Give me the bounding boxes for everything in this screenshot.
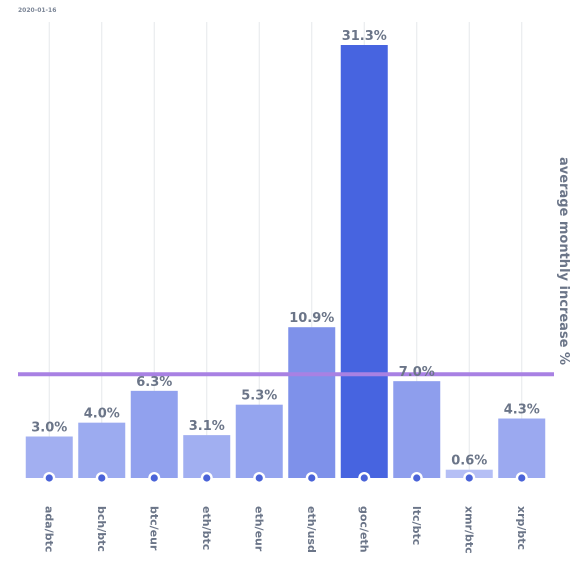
value-label-ada-btc: 3.0% bbox=[31, 420, 67, 435]
marker-dot-ada-btc bbox=[45, 474, 53, 482]
date-label: 2020-01-16 bbox=[18, 7, 57, 14]
value-label-xrp-btc: 4.3% bbox=[504, 403, 540, 418]
marker-dot-xrp-btc bbox=[518, 474, 526, 482]
marker-dot-eth-usd bbox=[308, 474, 316, 482]
value-label-eth-btc: 3.1% bbox=[189, 419, 225, 434]
value-label-ltc-btc: 7.0% bbox=[399, 365, 435, 380]
bar-eth-btc bbox=[183, 435, 231, 478]
y-axis-label: average monthly increase % bbox=[556, 157, 571, 365]
bar-ltc-btc bbox=[393, 381, 441, 478]
marker-dot-xmr-btc bbox=[465, 474, 473, 482]
marker-dot-eth-btc bbox=[203, 474, 211, 482]
bar-markers bbox=[43, 472, 528, 484]
x-tick-labels: ada/btc bch/btc btc/eur eth/btc eth/eur eth/u… bbox=[42, 506, 528, 554]
tick-label-eth-eur: eth/eur bbox=[252, 506, 265, 552]
value-label-xmr-btc: 0.6% bbox=[451, 454, 487, 469]
marker-dot-ltc-btc bbox=[413, 474, 421, 482]
tick-label-btc-eur: btc/eur bbox=[147, 506, 160, 551]
bar-eth-usd bbox=[288, 327, 336, 478]
bar-bch-btc bbox=[78, 422, 126, 478]
marker-dot-bch-btc bbox=[98, 474, 106, 482]
value-label-btc-eur: 6.3% bbox=[136, 375, 172, 390]
tick-label-xmr-btc: xmr/btc bbox=[462, 506, 475, 554]
marker-dot-btc-eur bbox=[150, 474, 158, 482]
tick-label-goc-eth: goc/eth bbox=[357, 506, 370, 553]
bar-ada-btc bbox=[25, 436, 73, 478]
bar-btc-eur bbox=[130, 390, 178, 478]
grid-lines bbox=[48, 22, 523, 478]
tick-label-eth-btc: eth/btc bbox=[200, 506, 213, 550]
value-label-eth-eur: 5.3% bbox=[241, 389, 277, 404]
bar-xrp-btc bbox=[498, 418, 546, 478]
tick-label-ltc-btc: ltc/btc bbox=[410, 506, 423, 545]
tick-label-xrp-btc: xrp/btc bbox=[515, 506, 528, 550]
bars bbox=[25, 45, 546, 478]
value-label-goc-eth: 31.3% bbox=[342, 29, 387, 44]
marker-dot-goc-eth bbox=[360, 474, 368, 482]
marker-dot-eth-eur bbox=[255, 474, 263, 482]
tick-label-ada-btc: ada/btc bbox=[42, 506, 55, 552]
value-labels: 3.0% 4.0% 6.3% 3.1% 5.3% 10.9% 31.3% 7.0% 0.6% 4.… bbox=[31, 29, 540, 469]
tick-label-eth-usd: eth/usd bbox=[305, 506, 318, 553]
bar-goc-eth bbox=[340, 45, 388, 478]
tick-label-bch-btc: bch/btc bbox=[95, 506, 108, 552]
value-label-bch-btc: 4.0% bbox=[84, 407, 120, 422]
value-label-eth-usd: 10.9% bbox=[289, 311, 334, 326]
bar-eth-eur bbox=[235, 404, 283, 478]
